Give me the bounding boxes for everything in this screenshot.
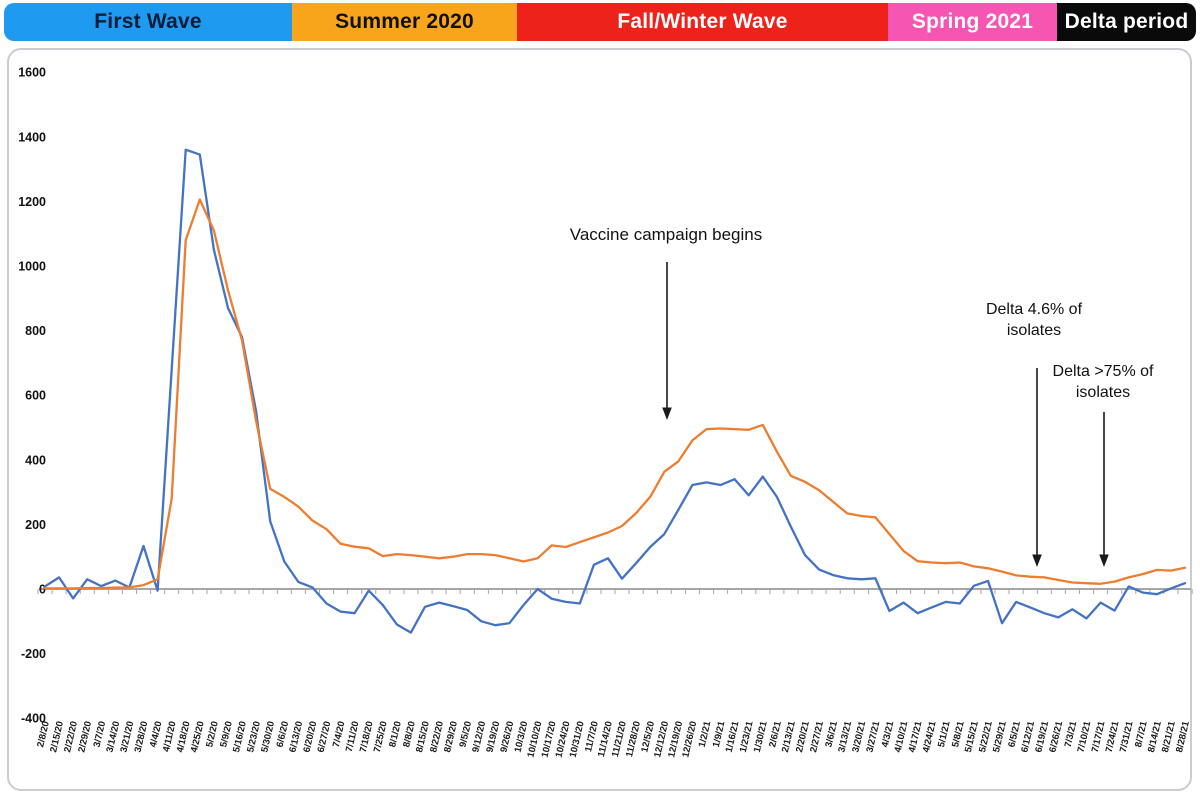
annotation-delta-4-6-pct: Delta 4.6% of isolates [954,299,1114,341]
band-label: Spring 2021 [911,10,1034,33]
band-delta-period: Delta period [1057,3,1196,41]
chart-plot-card [7,48,1192,791]
band-spring-2021: Spring 2021 [888,3,1057,41]
annotation-line: Delta >75% of [1052,363,1154,380]
annotation-line: Delta 4.6% of [985,301,1083,318]
annotation-line: isolates [1006,322,1062,340]
annotation-line: isolates [1075,384,1131,402]
band-summer-2020: Summer 2020 [292,3,517,41]
band-fall-winter-wave: Fall/Winter Wave [517,3,888,41]
band-label: Summer 2020 [335,10,474,33]
band-label: Delta period [1064,10,1189,33]
annotation-delta-75-pct: Delta >75% of isolates [1023,361,1183,403]
timeline-bands: First Wave Summer 2020 Fall/Winter Wave … [4,3,1196,41]
band-label: First Wave [94,10,202,33]
band-label: Fall/Winter Wave [617,10,788,33]
annotation-vaccine-campaign: Vaccine campaign begins [569,225,763,244]
band-first-wave: First Wave [4,3,292,41]
